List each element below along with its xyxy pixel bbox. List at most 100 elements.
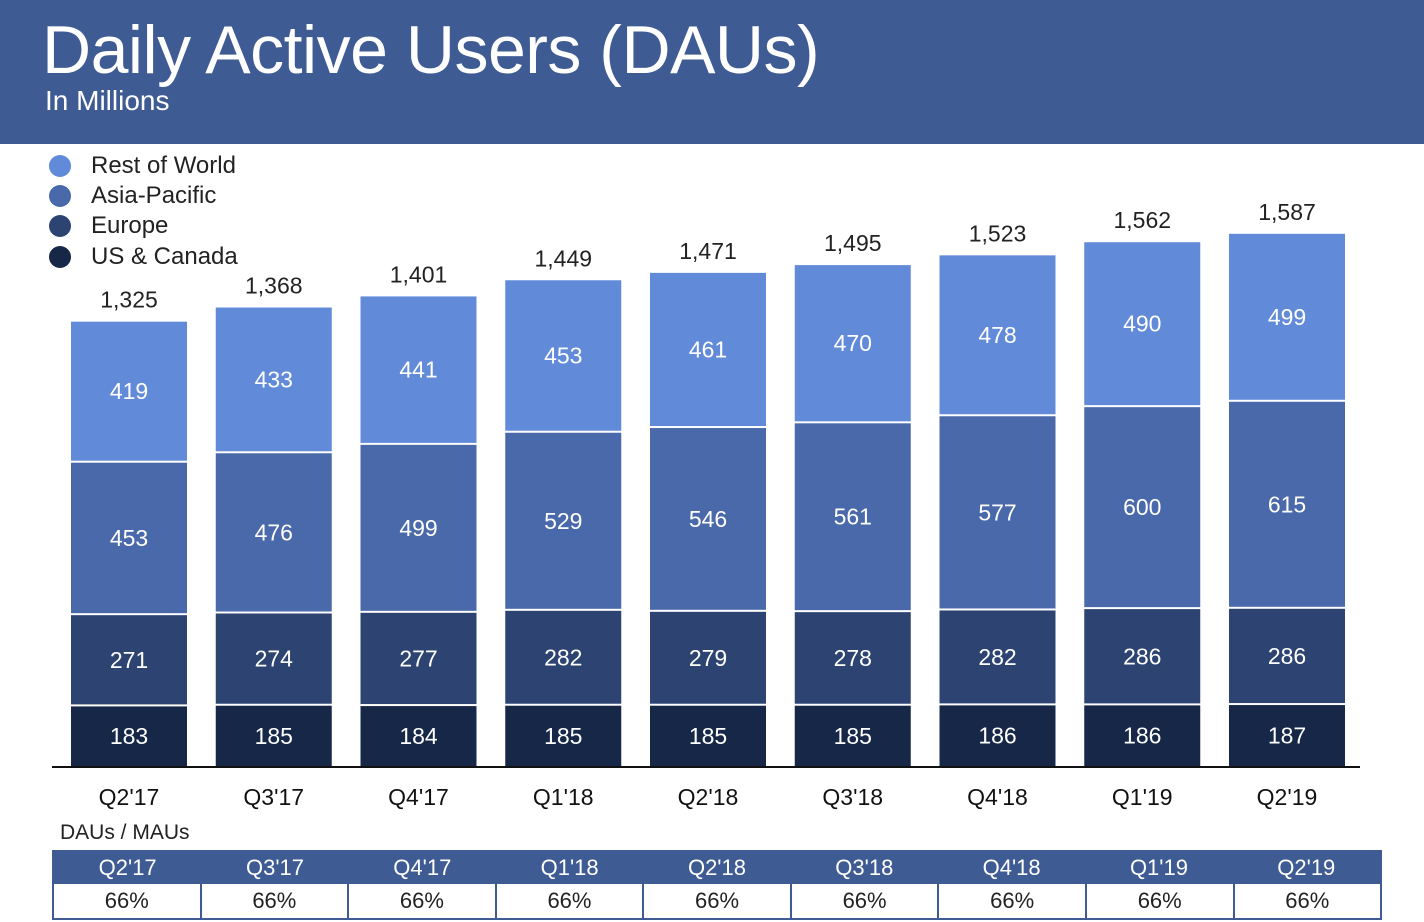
bar-segment <box>71 462 187 614</box>
bar-value-label: 441 <box>399 357 437 383</box>
bar-segment <box>1229 608 1345 704</box>
bar-value-label: 453 <box>544 343 582 369</box>
bar-value-label: 282 <box>544 644 582 670</box>
bar-value-label: 187 <box>1268 723 1306 749</box>
legend-dot-icon <box>49 155 71 177</box>
bar-total-label: 1,562 <box>1113 207 1171 233</box>
dau-mau-header-row: Q2'17 Q3'17 Q4'17 Q1'18 Q2'18 Q3'18 Q4'1… <box>54 852 1380 884</box>
bar-total-label: 1,587 <box>1258 199 1316 225</box>
dau-mau-value-cell: 66% <box>1084 884 1233 918</box>
bar-value-label: 183 <box>110 723 148 749</box>
dau-mau-header-cell: Q2'18 <box>687 855 746 880</box>
bar-segment <box>650 272 766 427</box>
x-tick-label: Q3'18 <box>822 784 883 810</box>
bar-value-label: 185 <box>255 723 293 749</box>
dau-mau-header-cell: Q4'18 <box>982 855 1041 880</box>
bar-value-label: 453 <box>110 525 148 551</box>
bar-value-label: 615 <box>1268 491 1306 517</box>
bar-value-label: 278 <box>834 645 872 671</box>
x-tick-label: Q1'18 <box>533 784 594 810</box>
dau-mau-header-cell: Q2'19 <box>1277 855 1336 880</box>
legend-label: Asia-Pacific <box>91 182 217 209</box>
bar-segment <box>1084 705 1201 766</box>
page-subtitle: In Millions <box>45 85 170 116</box>
bar-segment <box>794 612 911 704</box>
bar-value-label: 186 <box>978 723 1016 749</box>
dau-mau-header-cell: Q1'19 <box>1129 855 1188 880</box>
page-title: Daily Active Users (DAUs) <box>42 12 820 88</box>
bar-value-label: 419 <box>110 378 148 404</box>
dau-mau-table: Q2'17 Q3'17 Q4'17 Q1'18 Q2'18 Q3'18 Q4'1… <box>52 850 1382 920</box>
bar-value-label: 271 <box>110 647 148 673</box>
bar-segment <box>939 705 1056 766</box>
dau-mau-header-cell: Q2'17 <box>98 855 157 880</box>
dau-mau-value-cell: 66% <box>1232 884 1381 918</box>
bar-segment <box>215 613 332 704</box>
bar-segment <box>215 453 332 612</box>
bar-segment <box>794 423 911 611</box>
dau-mau-value-row: 66% 66% 66% 66% 66% 66% 66% 66% 66% <box>54 884 1380 918</box>
legend-label: Europe <box>91 212 169 239</box>
bar-segment <box>360 612 477 705</box>
dau-mau-value-cell: 66% <box>347 884 495 918</box>
bar-segment <box>505 432 622 609</box>
bar-value-label: 476 <box>255 519 293 545</box>
bar-value-label: 461 <box>689 336 727 362</box>
bar-segment <box>794 265 911 422</box>
bar-segment <box>1084 407 1201 608</box>
bar-value-label: 470 <box>834 330 872 356</box>
bar-segment <box>215 307 332 452</box>
bar-value-label: 577 <box>978 499 1016 525</box>
bar-value-label: 600 <box>1123 494 1161 520</box>
bar-value-label: 185 <box>544 723 582 749</box>
dau-mau-header-cell: Q4'17 <box>393 855 452 880</box>
x-tick-label: Q1'19 <box>1112 784 1173 810</box>
bar-segment <box>794 705 911 766</box>
bar-segment <box>650 611 766 704</box>
x-tick-label: Q2'19 <box>1257 784 1318 810</box>
dau-mau-label: DAUs / MAUs <box>60 821 190 844</box>
bar-value-label: 499 <box>1268 304 1306 330</box>
x-tick-label: Q4'17 <box>388 784 449 810</box>
bar-segment <box>650 705 766 766</box>
bar-total-label: 1,401 <box>390 261 448 287</box>
bar-total-label: 1,471 <box>679 238 737 264</box>
bar-value-label: 185 <box>834 723 872 749</box>
x-tick-label: Q2'18 <box>678 784 739 810</box>
x-tick-label: Q2'17 <box>99 784 160 810</box>
bar-value-label: 274 <box>255 646 294 672</box>
bar-total-label: 1,368 <box>245 273 303 299</box>
dau-mau-value-cell: 66% <box>104 888 149 913</box>
bar-segment <box>1229 705 1345 766</box>
bar-segment <box>939 610 1056 704</box>
bar-segment <box>939 416 1056 609</box>
bar-total-label: 1,449 <box>534 245 592 271</box>
bar-total-label: 1,523 <box>969 220 1027 246</box>
bar-value-label: 277 <box>399 645 437 671</box>
stacked-bar-chart: 183 271 453 419 1,325 Q2'17 185 274 476 433 1,368 Q… <box>52 199 1360 810</box>
dau-mau-header-cell: Q3'17 <box>245 855 304 880</box>
bar-value-label: 561 <box>834 504 872 530</box>
bar-segment <box>360 706 477 766</box>
x-tick-label: Q4'18 <box>967 784 1028 810</box>
bar-segment <box>1084 609 1201 704</box>
bar-segment <box>505 280 622 431</box>
bar-value-label: 286 <box>1268 643 1306 669</box>
bar-segment <box>360 296 477 443</box>
dau-mau-value-cell: 66% <box>494 884 643 918</box>
bar-value-label: 529 <box>544 508 582 534</box>
bar-segment <box>71 321 187 461</box>
bar-value-label: 184 <box>399 723 438 749</box>
bar-segment <box>505 610 622 704</box>
legend-label: Rest of World <box>91 152 236 179</box>
legend-dot-icon <box>49 246 71 268</box>
bar-total-label: 1,495 <box>824 230 882 256</box>
bar-segment <box>215 705 332 766</box>
legend-dot-icon <box>49 215 71 237</box>
legend-label: US & Canada <box>91 243 238 270</box>
bar-segment <box>939 255 1056 415</box>
dau-mau-value-cell: 66% <box>789 884 938 918</box>
dau-mau-value-cell: 66% <box>199 884 348 918</box>
bar-value-label: 279 <box>689 645 727 671</box>
dau-mau-header-cell: Q3'18 <box>835 855 894 880</box>
